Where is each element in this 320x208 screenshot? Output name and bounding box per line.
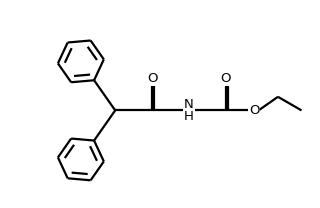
Text: N
H: N H — [184, 98, 194, 123]
Text: O: O — [249, 104, 260, 117]
Text: O: O — [220, 72, 231, 85]
Text: O: O — [147, 72, 157, 85]
